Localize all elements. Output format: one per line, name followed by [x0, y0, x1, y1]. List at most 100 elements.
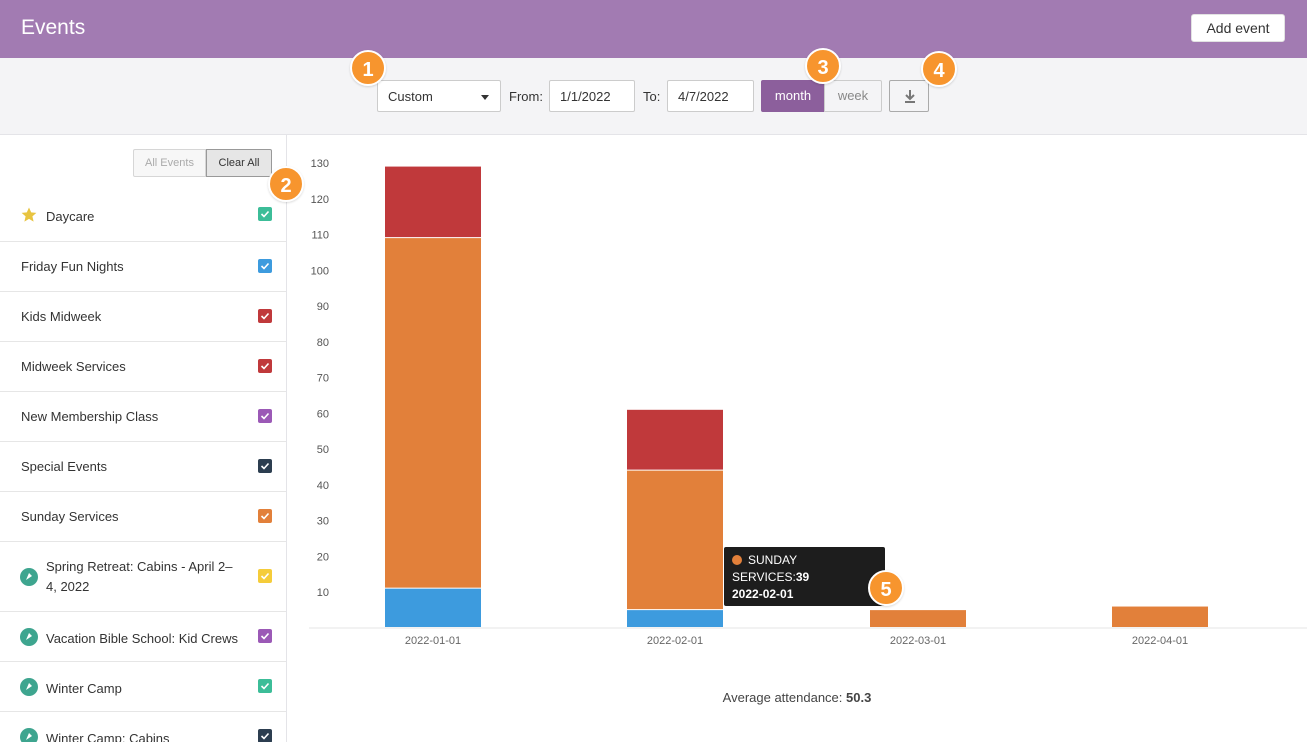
- event-list-item[interactable]: Friday Fun Nights: [0, 242, 286, 292]
- week-toggle[interactable]: week: [824, 80, 882, 112]
- y-tick-label: 80: [317, 337, 329, 349]
- check-icon: [260, 512, 270, 520]
- from-label: From:: [509, 89, 543, 104]
- bar-segment[interactable]: [870, 610, 966, 627]
- check-icon: [260, 572, 270, 580]
- check-icon: [260, 312, 270, 320]
- tooltip-total-value: 61: [776, 604, 790, 618]
- add-event-button[interactable]: Add event: [1191, 14, 1285, 42]
- callout-badge-2: 2: [268, 166, 304, 202]
- y-tick-label: 70: [317, 373, 329, 385]
- event-list-item[interactable]: Sunday Services: [0, 492, 286, 542]
- event-list-item[interactable]: Kids Midweek: [0, 292, 286, 342]
- download-icon: [905, 90, 915, 103]
- event-list-item[interactable]: Vacation Bible School: Kid Crews: [0, 612, 286, 662]
- check-icon: [260, 262, 270, 270]
- average-attendance-value: 50.3: [846, 690, 872, 705]
- event-name: New Membership Class: [21, 409, 159, 424]
- bar-segment[interactable]: [627, 470, 723, 610]
- event-list-item[interactable]: Daycare: [0, 187, 286, 242]
- y-tick-label: 40: [317, 480, 329, 492]
- event-checkbox[interactable]: [258, 309, 272, 323]
- tooltip-series-value: 39: [795, 570, 810, 584]
- average-attendance-label: Average attendance:: [722, 690, 843, 705]
- event-list-item[interactable]: Special Events: [0, 442, 286, 492]
- page-title: Events: [21, 16, 86, 39]
- tooltip-series-name: SUNDAY SERVICES:: [732, 553, 797, 584]
- caret-down-icon: [481, 95, 489, 100]
- event-list-item[interactable]: New Membership Class: [0, 392, 286, 442]
- bar-segment[interactable]: [385, 588, 481, 627]
- check-icon: [260, 412, 270, 420]
- y-tick-label: 130: [311, 158, 329, 170]
- all-events-button[interactable]: All Events: [133, 149, 206, 177]
- download-button[interactable]: [889, 80, 929, 112]
- event-checkbox[interactable]: [258, 569, 272, 583]
- event-checkbox[interactable]: [258, 679, 272, 693]
- check-icon: [260, 682, 270, 690]
- y-tick-label: 110: [311, 230, 329, 242]
- date-range-select[interactable]: Custom: [377, 80, 501, 112]
- y-tick-label: 120: [311, 194, 329, 206]
- event-list-item[interactable]: Winter Camp: Cabins: [0, 712, 286, 742]
- header-bar: Events Add event: [0, 0, 1307, 58]
- y-tick-label: 50: [317, 444, 329, 456]
- event-name: Vacation Bible School: Kid Crews: [46, 631, 238, 646]
- registration-icon: [20, 728, 38, 742]
- event-checkbox[interactable]: [258, 629, 272, 643]
- event-list-item[interactable]: Spring Retreat: Cabins - April 2–4, 2022: [0, 542, 286, 612]
- event-checkbox[interactable]: [258, 729, 272, 742]
- check-icon: [260, 210, 270, 218]
- event-name: Special Events: [21, 459, 107, 474]
- x-tick-label: 2022-02-01: [647, 635, 703, 647]
- tooltip-date: 2022-02-01: [732, 587, 794, 601]
- registration-icon: [20, 628, 38, 646]
- event-checkbox[interactable]: [258, 359, 272, 373]
- event-list-item[interactable]: Midweek Services: [0, 342, 286, 392]
- date-range-value: Custom: [388, 89, 433, 104]
- star-icon: [20, 206, 38, 224]
- check-icon: [260, 632, 270, 640]
- bar-segment[interactable]: [627, 610, 723, 627]
- tooltip-color-dot: [732, 555, 742, 565]
- y-tick-label: 60: [317, 408, 329, 420]
- callout-badge-4: 4: [921, 51, 957, 87]
- chart-tooltip: SUNDAY SERVICES:39 2022-02-01 TOTAL: 61: [724, 547, 885, 618]
- event-checkbox[interactable]: [258, 409, 272, 423]
- event-checkbox[interactable]: [258, 206, 272, 221]
- event-list-item[interactable]: Winter Camp: [0, 662, 286, 712]
- registration-icon: [20, 678, 38, 696]
- bar-segment[interactable]: [627, 409, 723, 470]
- tooltip-total-label: TOTAL:: [732, 604, 773, 618]
- event-filter-sidebar: All Events Clear All Daycare Friday Fun N…: [0, 135, 287, 742]
- from-date-input[interactable]: 1/1/2022: [549, 80, 635, 112]
- registration-icon: [20, 568, 38, 586]
- callout-badge-1: 1: [350, 50, 386, 86]
- clear-all-button[interactable]: Clear All: [206, 149, 272, 177]
- to-label: To:: [643, 89, 661, 104]
- x-tick-label: 2022-04-01: [1132, 635, 1188, 647]
- check-icon: [260, 462, 270, 470]
- event-name: Winter Camp: Cabins: [46, 731, 170, 742]
- check-icon: [260, 362, 270, 370]
- y-tick-label: 30: [317, 516, 329, 528]
- event-name: Winter Camp: [46, 681, 122, 696]
- filter-toolbar: Custom From: 1/1/2022 To: 4/7/2022 month…: [0, 58, 1307, 135]
- y-tick-label: 20: [317, 551, 329, 563]
- x-tick-label: 2022-01-01: [405, 635, 461, 647]
- callout-badge-3: 3: [805, 48, 841, 84]
- event-name: Friday Fun Nights: [21, 259, 124, 274]
- average-attendance: Average attendance: 50.3: [287, 690, 1307, 705]
- event-name: Kids Midweek: [21, 309, 102, 324]
- y-tick-label: 90: [317, 301, 329, 313]
- bar-segment[interactable]: [385, 166, 481, 238]
- event-checkbox[interactable]: [258, 509, 272, 523]
- bar-segment[interactable]: [1112, 606, 1208, 627]
- to-date-input[interactable]: 4/7/2022: [667, 80, 754, 112]
- event-checkbox[interactable]: [258, 459, 272, 473]
- x-tick-label: 2022-03-01: [890, 635, 946, 647]
- event-checkbox[interactable]: [258, 259, 272, 273]
- month-toggle[interactable]: month: [761, 80, 825, 112]
- bar-segment[interactable]: [385, 238, 481, 588]
- y-tick-label: 10: [317, 587, 329, 599]
